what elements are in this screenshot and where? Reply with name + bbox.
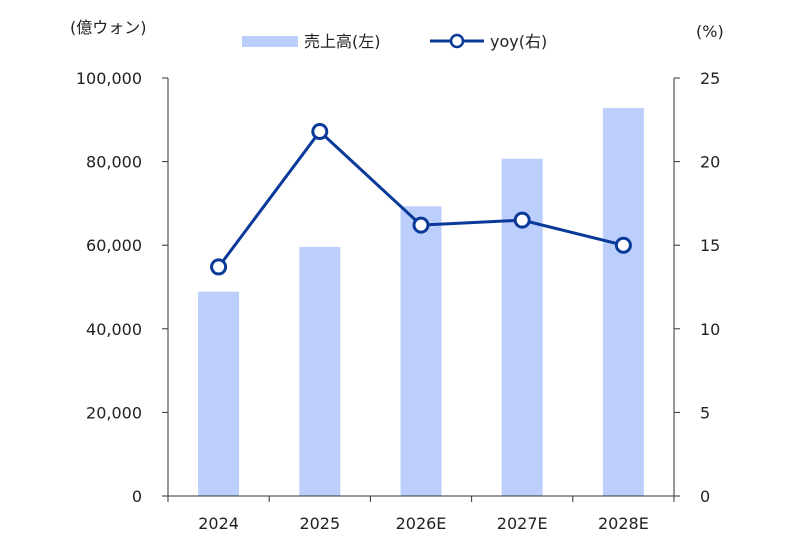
left-tick-label: 80,000 [86,153,142,172]
x-tick-label: 2026E [396,514,447,533]
left-tick-label: 60,000 [86,236,142,255]
bar-2025 [299,246,341,496]
x-tick-label: 2025 [299,514,340,533]
x-tick-label: 2028E [598,514,649,533]
yoy-point-2026E [412,216,430,234]
right-tick-label: 25 [700,69,720,88]
bar-2024 [198,291,240,496]
bar-series [198,108,644,497]
bar-2026E [400,206,442,497]
left-tick-label: 100,000 [76,69,142,88]
legend: 売上高(左) yoy(右) [242,32,547,51]
tick-marks [162,77,680,502]
bar-2027E [501,158,543,496]
left-tick-label: 40,000 [86,320,142,339]
x-tick-label: 2027E [497,514,548,533]
right-axis-unit-label: (%) [696,22,724,41]
legend-line-marker [449,33,465,49]
yoy-point-2027E [513,211,531,229]
yoy-point-2028E [614,236,632,254]
line-series [210,123,632,276]
x-axis-tick-labels: 2024 2025 2026E 2027E 2028E [198,514,649,533]
legend-line-label: yoy(右) [490,32,547,51]
x-tick-label: 2024 [198,514,239,533]
left-axis-unit-label: (億ウォン) [70,18,147,37]
right-tick-label: 5 [700,403,710,422]
left-tick-label: 0 [132,487,142,506]
left-tick-label: 20,000 [86,403,142,422]
yoy-point-2024 [210,258,228,276]
legend-bar-swatch [242,36,298,47]
right-axis-tick-labels: 0 5 10 15 20 25 [700,69,720,506]
yoy-point-2025 [311,123,329,141]
bar-2028E [602,108,644,496]
legend-bar-label: 売上高(左) [304,32,381,51]
right-tick-label: 20 [700,153,720,172]
axes [167,78,675,497]
left-axis-tick-labels: 0 20,000 40,000 60,000 80,000 100,000 [76,69,142,506]
right-tick-label: 0 [700,487,710,506]
right-tick-label: 10 [700,320,720,339]
right-tick-label: 15 [700,236,720,255]
